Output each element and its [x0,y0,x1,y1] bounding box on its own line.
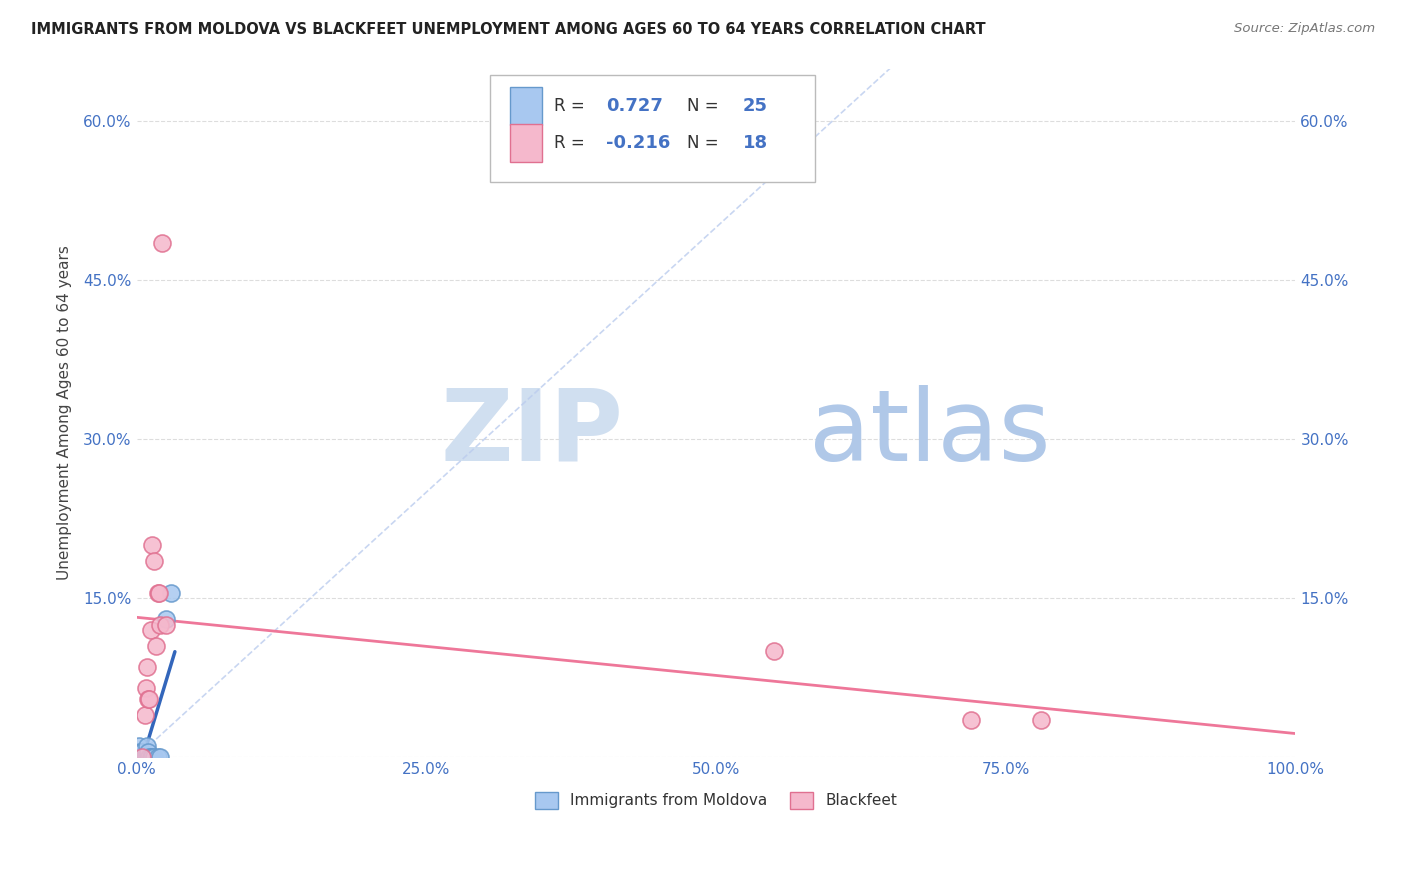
Point [136,750,159,764]
Text: 18: 18 [742,134,768,153]
Point [138,691,160,706]
Point [131,750,153,764]
Text: R =: R = [554,134,591,153]
Point [135,681,157,695]
Point [125,750,148,764]
Point [127,750,149,764]
Point [128,739,150,754]
Y-axis label: Unemployment Among Ages 60 to 64 years: Unemployment Among Ages 60 to 64 years [58,245,72,580]
Point [148,586,170,600]
Point [129,750,152,764]
Text: 25: 25 [742,97,768,115]
Point [160,586,183,600]
Point [960,713,983,727]
Point [149,617,172,632]
Point [136,745,159,759]
Point [129,750,152,764]
Point [134,707,156,722]
Point [762,644,785,658]
Point [155,612,177,626]
Point [150,236,173,251]
Point [155,617,177,632]
FancyBboxPatch shape [510,124,543,162]
Point [143,750,166,764]
Legend: Immigrants from Moldova, Blackfeet: Immigrants from Moldova, Blackfeet [529,786,903,814]
Text: Source: ZipAtlas.com: Source: ZipAtlas.com [1234,22,1375,36]
Point [136,739,159,754]
Point [143,554,166,568]
Text: N =: N = [688,97,724,115]
Point [149,750,172,764]
Point [134,750,156,764]
Point [136,691,159,706]
Point [146,586,169,600]
Point [146,750,169,764]
Point [127,745,149,759]
Point [1029,713,1052,727]
Point [145,639,167,653]
Point [136,660,159,674]
Point [132,750,155,764]
Text: ZIP: ZIP [440,384,623,482]
Text: IMMIGRANTS FROM MOLDOVA VS BLACKFEET UNEMPLOYMENT AMONG AGES 60 TO 64 YEARS CORR: IMMIGRANTS FROM MOLDOVA VS BLACKFEET UNE… [31,22,986,37]
Point [131,750,153,764]
Point [141,750,163,764]
Point [128,750,150,764]
Point [136,750,159,764]
Text: -0.216: -0.216 [606,134,671,153]
Text: N =: N = [688,134,724,153]
Point [131,745,153,759]
Point [138,750,160,764]
Text: 0.727: 0.727 [606,97,662,115]
FancyBboxPatch shape [510,87,543,125]
Point [135,750,157,764]
Text: atlas: atlas [808,384,1050,482]
FancyBboxPatch shape [491,76,814,182]
Point [139,750,162,764]
Point [139,623,162,637]
Point [141,538,163,552]
Point [129,745,152,759]
Text: R =: R = [554,97,591,115]
